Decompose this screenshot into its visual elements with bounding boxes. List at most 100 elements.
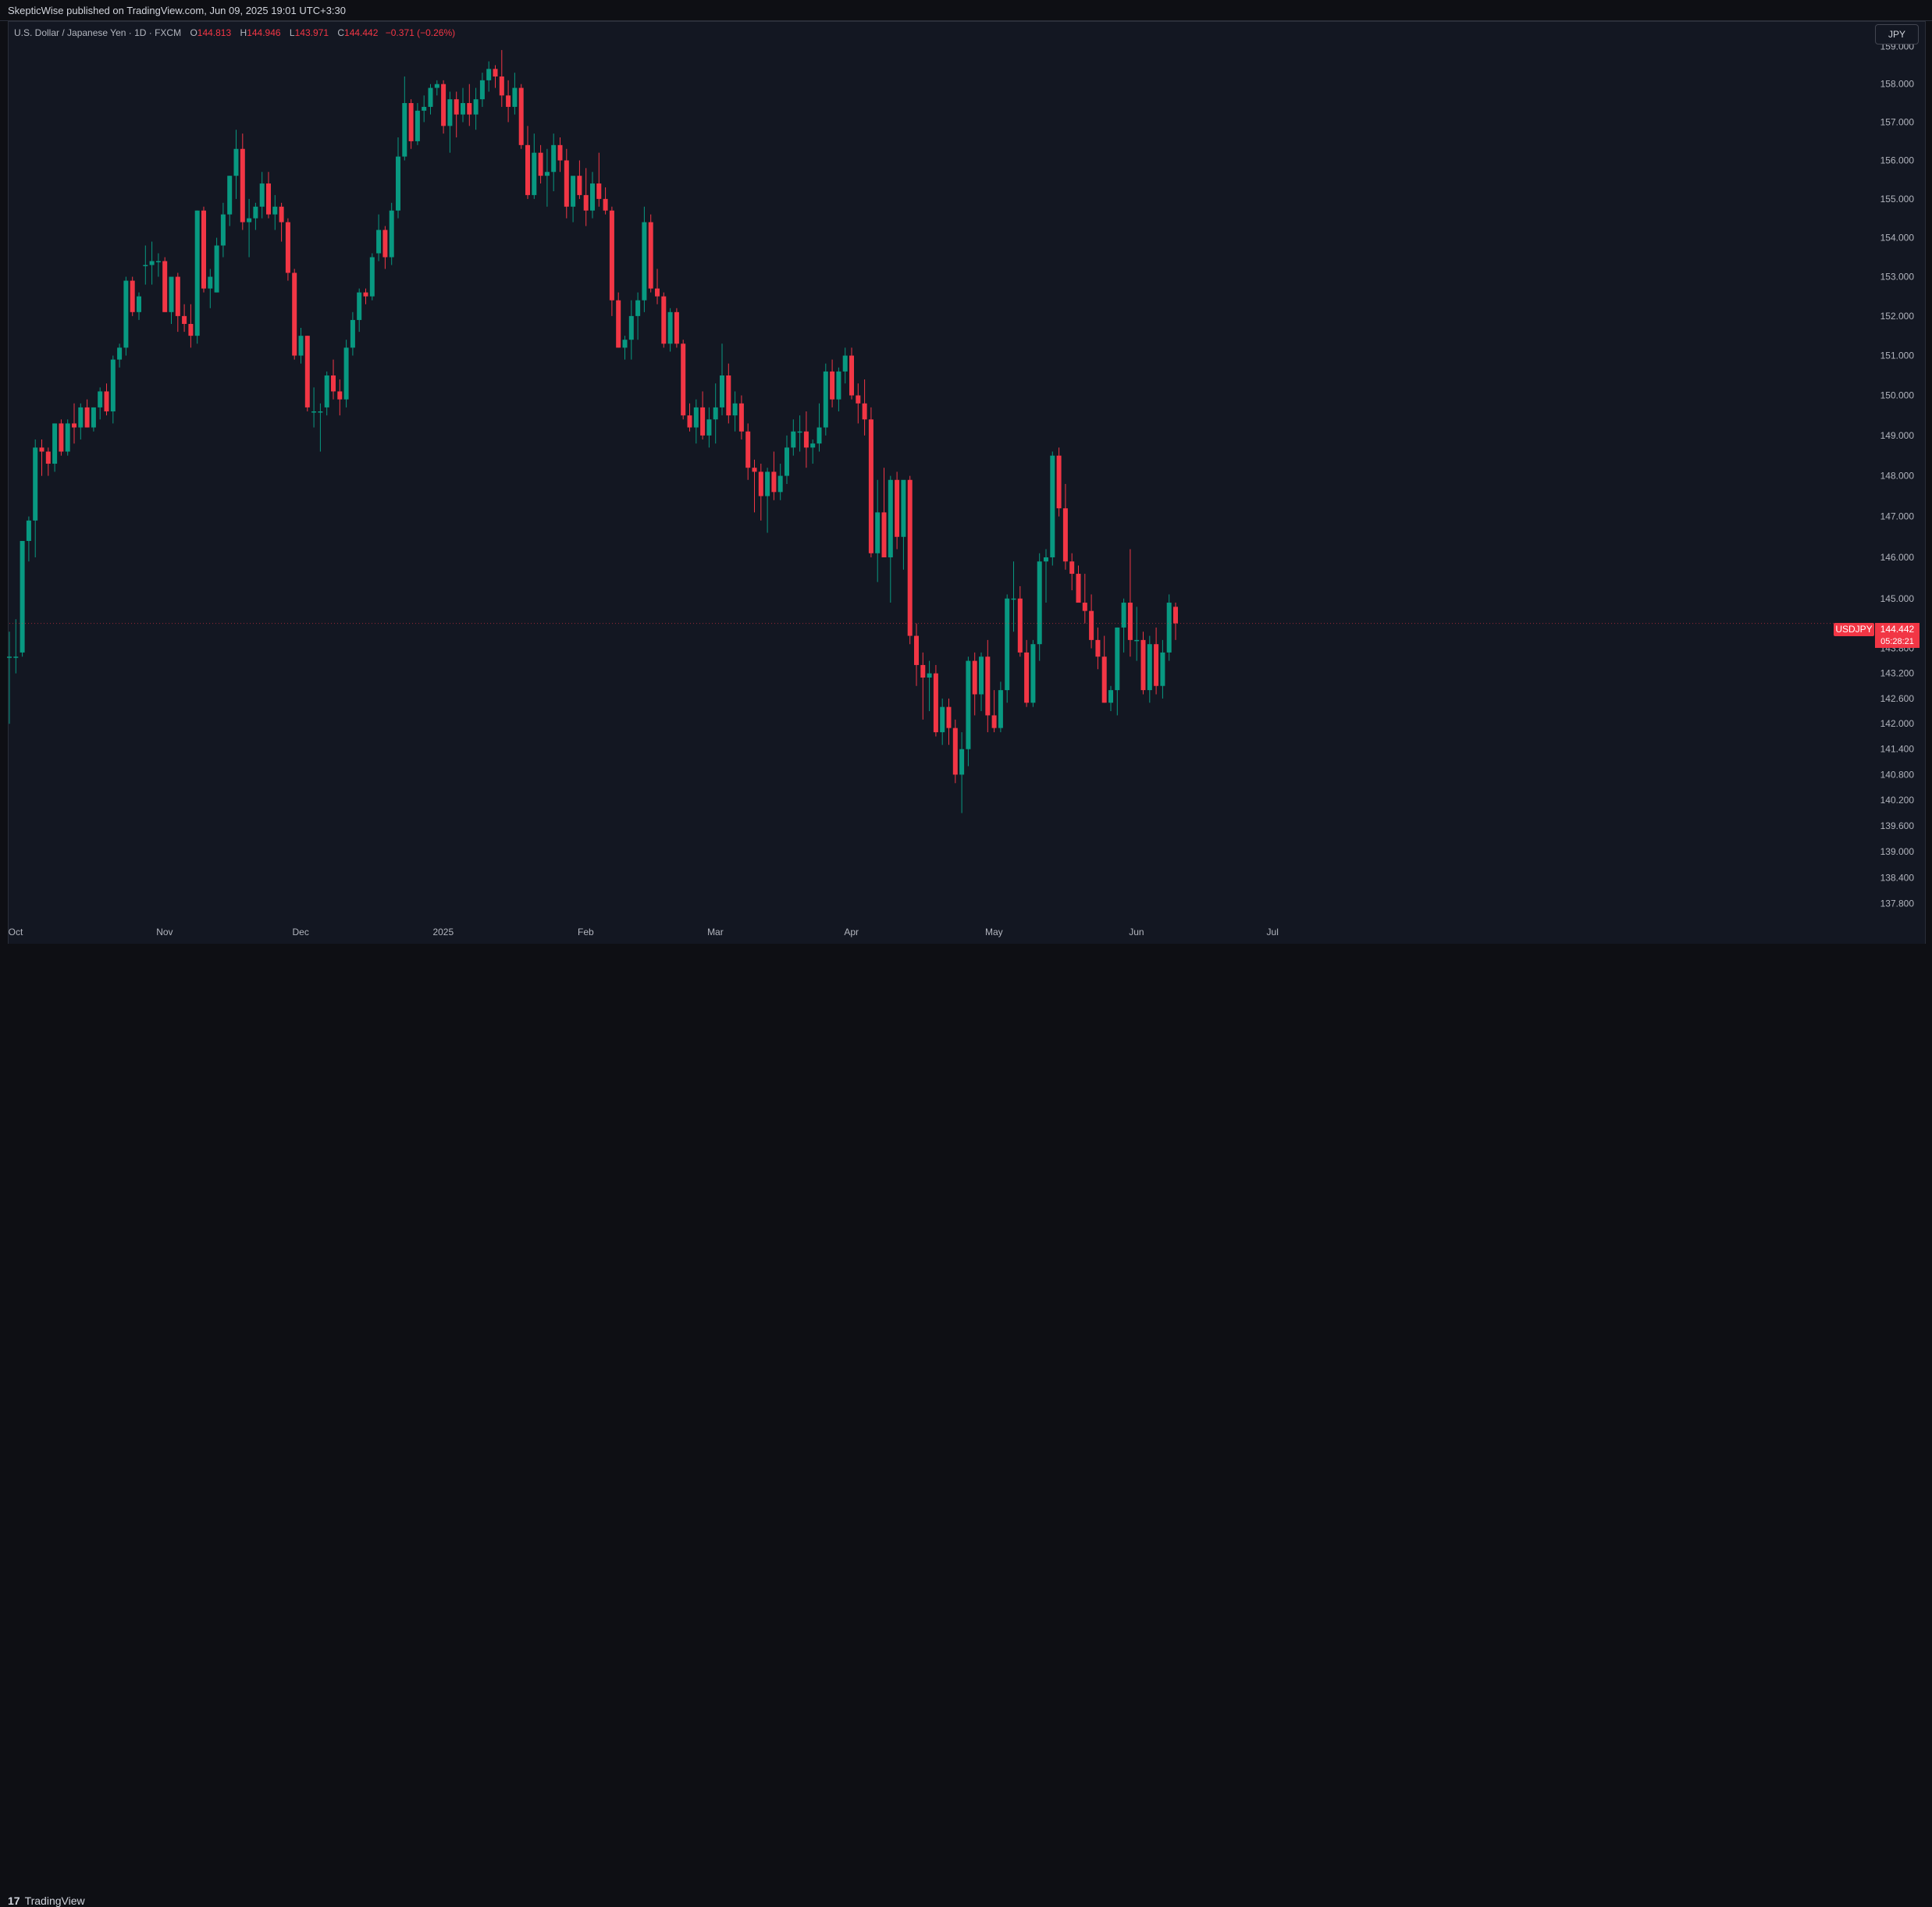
candle[interactable] xyxy=(415,103,420,145)
candle[interactable] xyxy=(479,73,485,107)
candle[interactable] xyxy=(123,276,129,356)
candle[interactable] xyxy=(331,359,336,400)
candle[interactable] xyxy=(220,202,226,258)
symbol-description[interactable]: U.S. Dollar / Japanese Yen · 1D · FXCM xyxy=(14,27,182,38)
candle[interactable] xyxy=(369,253,375,301)
candle[interactable] xyxy=(616,292,621,348)
candle[interactable] xyxy=(525,126,530,199)
candle[interactable] xyxy=(1082,574,1087,624)
candle[interactable] xyxy=(1140,632,1146,695)
candle[interactable] xyxy=(1056,447,1062,517)
candle[interactable] xyxy=(194,210,200,344)
candle[interactable] xyxy=(946,698,952,745)
candle[interactable] xyxy=(577,160,582,199)
candle[interactable] xyxy=(182,304,187,333)
candle[interactable] xyxy=(247,198,252,258)
candlestick-chart[interactable]: 159.000158.000157.000156.000155.000154.0… xyxy=(0,0,1932,971)
candle[interactable] xyxy=(130,276,135,316)
candle[interactable] xyxy=(1044,549,1048,603)
candle[interactable] xyxy=(52,423,58,472)
candle[interactable] xyxy=(538,144,543,184)
candle[interactable] xyxy=(1069,553,1075,591)
candle[interactable] xyxy=(45,447,51,476)
candle[interactable] xyxy=(557,137,563,173)
candle[interactable] xyxy=(674,308,679,348)
candle[interactable] xyxy=(499,50,504,107)
candle[interactable] xyxy=(65,419,70,456)
candle[interactable] xyxy=(98,387,103,420)
candle[interactable] xyxy=(1154,627,1159,695)
candle[interactable] xyxy=(104,383,109,416)
candle[interactable] xyxy=(972,652,977,716)
candle[interactable] xyxy=(1005,594,1010,703)
candle[interactable] xyxy=(20,541,25,657)
candle[interactable] xyxy=(1050,451,1055,566)
candle[interactable] xyxy=(726,363,731,424)
candle[interactable] xyxy=(785,435,789,484)
candle[interactable] xyxy=(357,288,362,333)
candle[interactable] xyxy=(868,407,873,558)
candle[interactable] xyxy=(434,80,439,96)
candle[interactable] xyxy=(648,214,653,293)
candle[interactable] xyxy=(467,84,472,126)
candle[interactable] xyxy=(149,241,155,285)
candle[interactable] xyxy=(201,206,206,293)
candle[interactable] xyxy=(162,257,168,312)
candle[interactable] xyxy=(240,133,245,230)
candle[interactable] xyxy=(881,468,887,558)
candle[interactable] xyxy=(771,451,777,500)
candle[interactable] xyxy=(738,395,744,440)
candle[interactable] xyxy=(382,226,388,269)
candle[interactable] xyxy=(441,80,447,134)
candle[interactable] xyxy=(693,399,699,444)
candle[interactable] xyxy=(985,639,991,733)
candle[interactable] xyxy=(285,218,290,281)
candle[interactable] xyxy=(817,403,822,452)
candle[interactable] xyxy=(830,359,835,407)
candle[interactable] xyxy=(39,439,44,476)
candle[interactable] xyxy=(292,269,297,360)
candle[interactable] xyxy=(13,619,19,674)
candle[interactable] xyxy=(564,148,569,219)
candle[interactable] xyxy=(687,403,692,432)
candle[interactable] xyxy=(26,516,31,562)
candle[interactable] xyxy=(117,343,123,368)
candle[interactable] xyxy=(1108,685,1113,712)
candle[interactable] xyxy=(856,383,861,424)
candle[interactable] xyxy=(544,148,550,207)
candle[interactable] xyxy=(447,91,453,153)
candle[interactable] xyxy=(396,137,400,219)
candle[interactable] xyxy=(304,336,310,412)
candle[interactable] xyxy=(518,84,524,149)
candle[interactable] xyxy=(836,367,841,412)
candle[interactable] xyxy=(461,87,465,123)
candle[interactable] xyxy=(966,656,971,767)
candle[interactable] xyxy=(1095,627,1101,670)
candle[interactable] xyxy=(622,336,628,360)
candle[interactable] xyxy=(1101,635,1107,703)
candle[interactable] xyxy=(895,471,900,550)
candle[interactable] xyxy=(842,347,848,384)
candle[interactable] xyxy=(979,652,984,712)
candle[interactable] xyxy=(1166,594,1172,661)
candle[interactable] xyxy=(1173,603,1178,640)
candle[interactable] xyxy=(506,80,511,123)
candle[interactable] xyxy=(667,308,673,352)
candle[interactable] xyxy=(609,206,614,316)
candle[interactable] xyxy=(1076,565,1081,603)
candle[interactable] xyxy=(428,84,433,115)
candle[interactable] xyxy=(849,347,854,400)
candle[interactable] xyxy=(583,168,589,226)
candle[interactable] xyxy=(940,698,945,745)
candle[interactable] xyxy=(493,65,498,88)
candle[interactable] xyxy=(337,379,343,416)
candle[interactable] xyxy=(343,340,349,407)
candle[interactable] xyxy=(901,479,906,570)
candle[interactable] xyxy=(486,61,492,92)
candle[interactable] xyxy=(655,269,660,304)
candle[interactable] xyxy=(363,288,368,304)
candle[interactable] xyxy=(1017,585,1023,657)
candle[interactable] xyxy=(376,214,382,262)
candle[interactable] xyxy=(532,133,537,199)
candle[interactable] xyxy=(1089,594,1094,649)
